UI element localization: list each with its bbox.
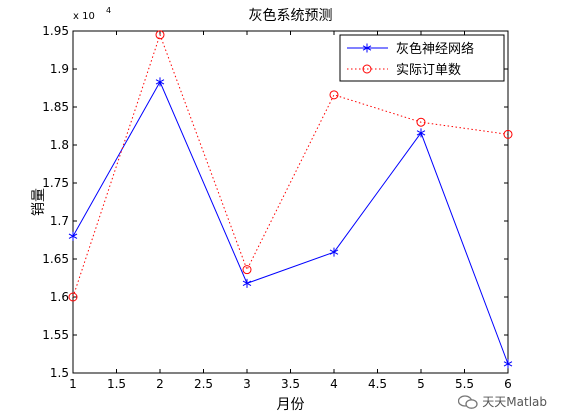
legend-label-2: 实际订单数 [396,63,461,78]
x-tick-label: 4.5 [368,377,387,391]
x-tick-label: 1.5 [107,377,126,391]
series-2-point [68,292,78,302]
y-tick-label: 1.5 [50,366,69,380]
y-tick-label: 1.7 [50,214,69,228]
y-tick-label: 1.85 [42,100,69,114]
x-tick-label: 4 [330,377,338,391]
series-1-point [68,231,78,241]
y-tick-label: 1.55 [42,328,69,342]
watermark: 天天Matlab [458,393,547,410]
y-tick-label: 1.8 [50,138,69,152]
legend-label-1: 灰色神经网络 [396,41,474,57]
wechat-icon [458,394,478,409]
series-2-point [242,265,252,275]
x-tick-label: 6 [504,377,512,391]
series-2-point [155,30,165,40]
series-1-point [329,247,339,257]
watermark-text: 天天Matlab [482,395,547,409]
series-2-point [503,129,513,139]
y-tick-label: 1.65 [42,252,69,266]
chart-title: 灰色系统预测 [249,7,333,24]
y-tick-label: 1.6 [50,290,69,304]
y-tick-label: 1.9 [50,62,69,76]
series-2-point [416,117,426,127]
y-exponent-power: 4 [106,6,111,15]
x-tick-label: 2 [156,377,164,391]
y-tick-label: 1.75 [42,176,69,190]
series-line-1 [72,80,509,365]
x-tick-label: 5 [417,377,425,391]
series-2-point [329,90,339,100]
y-axis-label: 销量 [31,188,47,216]
y-tick-label: 1.95 [42,24,69,38]
series-1-point [155,77,165,87]
legend-marker-2 [362,64,372,74]
series-1-point [503,359,513,369]
series-line-2 [72,33,509,298]
series-1-point [242,278,252,288]
x-tick-label: 1 [69,377,77,391]
y-exponent-label: x 10 [73,11,95,22]
x-tick-label: 2.5 [194,377,213,391]
x-tick-label: 3.5 [281,377,300,391]
plot-area [72,30,509,374]
x-tick-label: 5.5 [455,377,474,391]
legend-marker-1 [362,43,372,53]
x-axis-label: 月份 [277,397,305,413]
series-1-point [416,128,426,138]
x-tick-label: 3 [243,377,251,391]
